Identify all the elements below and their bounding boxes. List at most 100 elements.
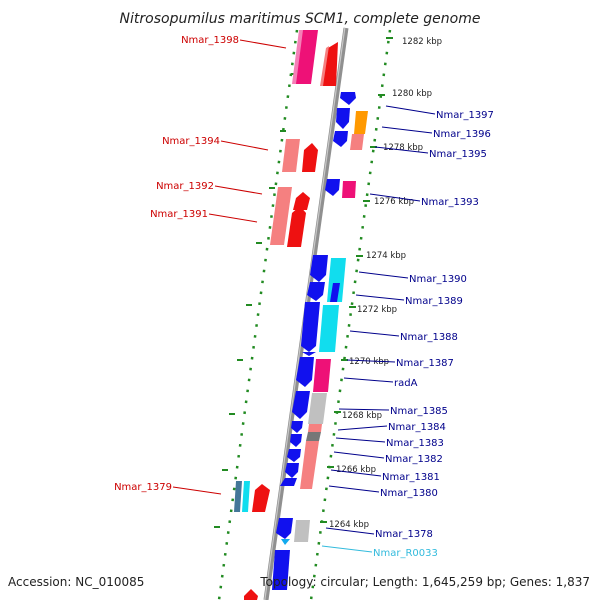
- leader-line: [343, 377, 394, 383]
- gene-nmar-1389-body: [330, 283, 340, 302]
- gene-label-nmar-1384: Nmar_1384: [388, 422, 446, 433]
- gene-nmar-1388a-body: [301, 302, 320, 352]
- leader-line: [335, 437, 386, 443]
- leader-line: [325, 527, 375, 535]
- gene-label-nmar-1380: Nmar_1380: [380, 488, 438, 499]
- leader-line: [239, 39, 287, 49]
- gene-nmar-1394-body: [282, 139, 300, 172]
- kbp-label: 1264 kbp: [329, 520, 369, 530]
- leader-line: [172, 486, 222, 495]
- gene-features: [234, 30, 368, 600]
- gene-nmar-1385-body: [308, 393, 327, 424]
- kbp-label: 1268 kbp: [342, 411, 382, 421]
- gene-nmar-1379-body: [252, 484, 270, 512]
- leader-line: [355, 294, 405, 301]
- kbp-label: 1272 kbp: [357, 305, 397, 315]
- map-title: Nitrosopumilus maritimus SCM1, complete …: [120, 11, 481, 27]
- leader-line: [349, 330, 400, 337]
- gene-nmar-1379b-body: [242, 481, 250, 512]
- kbp-label: 1266 kbp: [336, 465, 376, 475]
- kbp-label: 1274 kbp: [366, 251, 406, 261]
- leader-line: [330, 469, 382, 477]
- gene-nmar-1391-body: [287, 206, 306, 247]
- leader-line: [214, 185, 263, 195]
- gene-nmar-1389a-body: [307, 282, 325, 301]
- gene-nmar-1385a-body: [292, 391, 310, 419]
- gene-nmar-1382-body: [300, 441, 319, 489]
- gene-nmar-1398b-body: [322, 42, 338, 86]
- gene-nmar-1396-orange: [354, 111, 368, 134]
- gene-nmar-1392b-body: [293, 192, 310, 210]
- gene-label-nmar-1398: Nmar_1398: [181, 35, 239, 46]
- kbp-label: 1270 kbp: [349, 357, 389, 367]
- kbp-scale: 1282 kbp 1280 kbp 1278 kbp 1276 kbp 1274…: [320, 37, 442, 530]
- leader-line: [328, 485, 380, 493]
- gene-nmar-1394b-body: [302, 143, 318, 172]
- gene-nmar-1395-body: [350, 134, 364, 150]
- leader-line: [333, 451, 385, 459]
- gene-nmar-1380a-body: [280, 478, 297, 486]
- gene-rada-body: [313, 359, 331, 392]
- leader-line: [385, 105, 436, 115]
- gene-nmar-1390-body: [310, 255, 328, 282]
- kbp-label: 1278 kbp: [383, 143, 423, 153]
- gene-nmar-1388-body: [319, 305, 339, 352]
- leader-line: [208, 213, 258, 223]
- gene-nmar-1381a-body: [285, 463, 299, 478]
- gene-nmar-1398-highlight: [292, 30, 303, 84]
- gene-label-nmar-1397: Nmar_1397: [436, 110, 494, 121]
- kbp-label: 1282 kbp: [402, 37, 442, 47]
- gene-nmar-1395a-body: [333, 131, 348, 147]
- gene-label-nmar-1390: Nmar_1390: [409, 274, 467, 285]
- kbp-label: 1280 kbp: [392, 89, 432, 99]
- gene-nmar-r0033-body: [281, 539, 290, 545]
- gene-label-nmar-r0033: Nmar_R0033: [373, 548, 438, 559]
- topology-text: Topology: circular; Length: 1,645,259 bp…: [259, 575, 590, 589]
- gene-label-nmar-1379: Nmar_1379: [114, 482, 172, 493]
- gene-nmar-1393a-body: [325, 179, 340, 196]
- gene-label-rada: radA: [394, 378, 418, 389]
- right-track-boundary: [309, 29, 392, 600]
- gene-label-nmar-1391: Nmar_1391: [150, 209, 208, 220]
- gene-nmar-1379a-body: [234, 481, 242, 512]
- gene-nmar-1384a-body: [291, 421, 303, 433]
- leader-line: [220, 140, 269, 151]
- left-track-boundary: [217, 29, 299, 600]
- gene-nmar-1398b-highlight: [320, 46, 329, 86]
- gene-nmar-1383-body: [306, 432, 321, 441]
- gene-nmar-1392-body: [270, 187, 292, 245]
- gene-nmar-1383a-body: [290, 434, 302, 447]
- gene-bottom-blue-body: [272, 550, 290, 590]
- leader-line: [358, 271, 409, 279]
- gene-bottom-red-body: [244, 589, 258, 600]
- leader-line: [337, 425, 388, 431]
- gene-label-nmar-1381: Nmar_1381: [382, 472, 440, 483]
- gene-label-nmar-1385: Nmar_1385: [390, 406, 448, 417]
- gene-nmar-1387-body: [296, 357, 314, 387]
- gene-label-nmar-1388: Nmar_1388: [400, 332, 458, 343]
- left-gene-labels: Nmar_1398 Nmar_1394 Nmar_1392 Nmar_1391 …: [114, 35, 287, 495]
- accession-text: Accession: NC_010085: [8, 575, 144, 589]
- gene-label-nmar-1393: Nmar_1393: [421, 197, 479, 208]
- gene-label-nmar-1395: Nmar_1395: [429, 149, 487, 160]
- gene-nmar-1378-body: [294, 520, 310, 542]
- gene-nmar-1382a-body: [287, 449, 301, 462]
- gene-label-nmar-1382: Nmar_1382: [385, 454, 443, 465]
- gene-nmar-1396-body: [336, 108, 350, 129]
- gene-label-nmar-1383: Nmar_1383: [386, 438, 444, 449]
- gene-label-nmar-1392: Nmar_1392: [156, 181, 214, 192]
- leader-line: [346, 359, 396, 363]
- gene-label-nmar-1389: Nmar_1389: [405, 296, 463, 307]
- leader-line: [381, 126, 433, 134]
- leader-line: [374, 146, 429, 154]
- kbp-label: 1276 kbp: [374, 197, 414, 207]
- leader-line: [321, 545, 373, 553]
- gene-label-nmar-1396: Nmar_1396: [433, 129, 491, 140]
- gene-label-nmar-1394: Nmar_1394: [162, 136, 220, 147]
- gene-nmar-1384-body: [308, 424, 322, 432]
- gene-nmar-1393-body: [342, 181, 356, 198]
- right-gene-labels: Nmar_1397 Nmar_1396 Nmar_1395 Nmar_1393 …: [321, 105, 494, 559]
- leader-line: [338, 408, 390, 411]
- gene-label-nmar-1378: Nmar_1378: [375, 529, 433, 540]
